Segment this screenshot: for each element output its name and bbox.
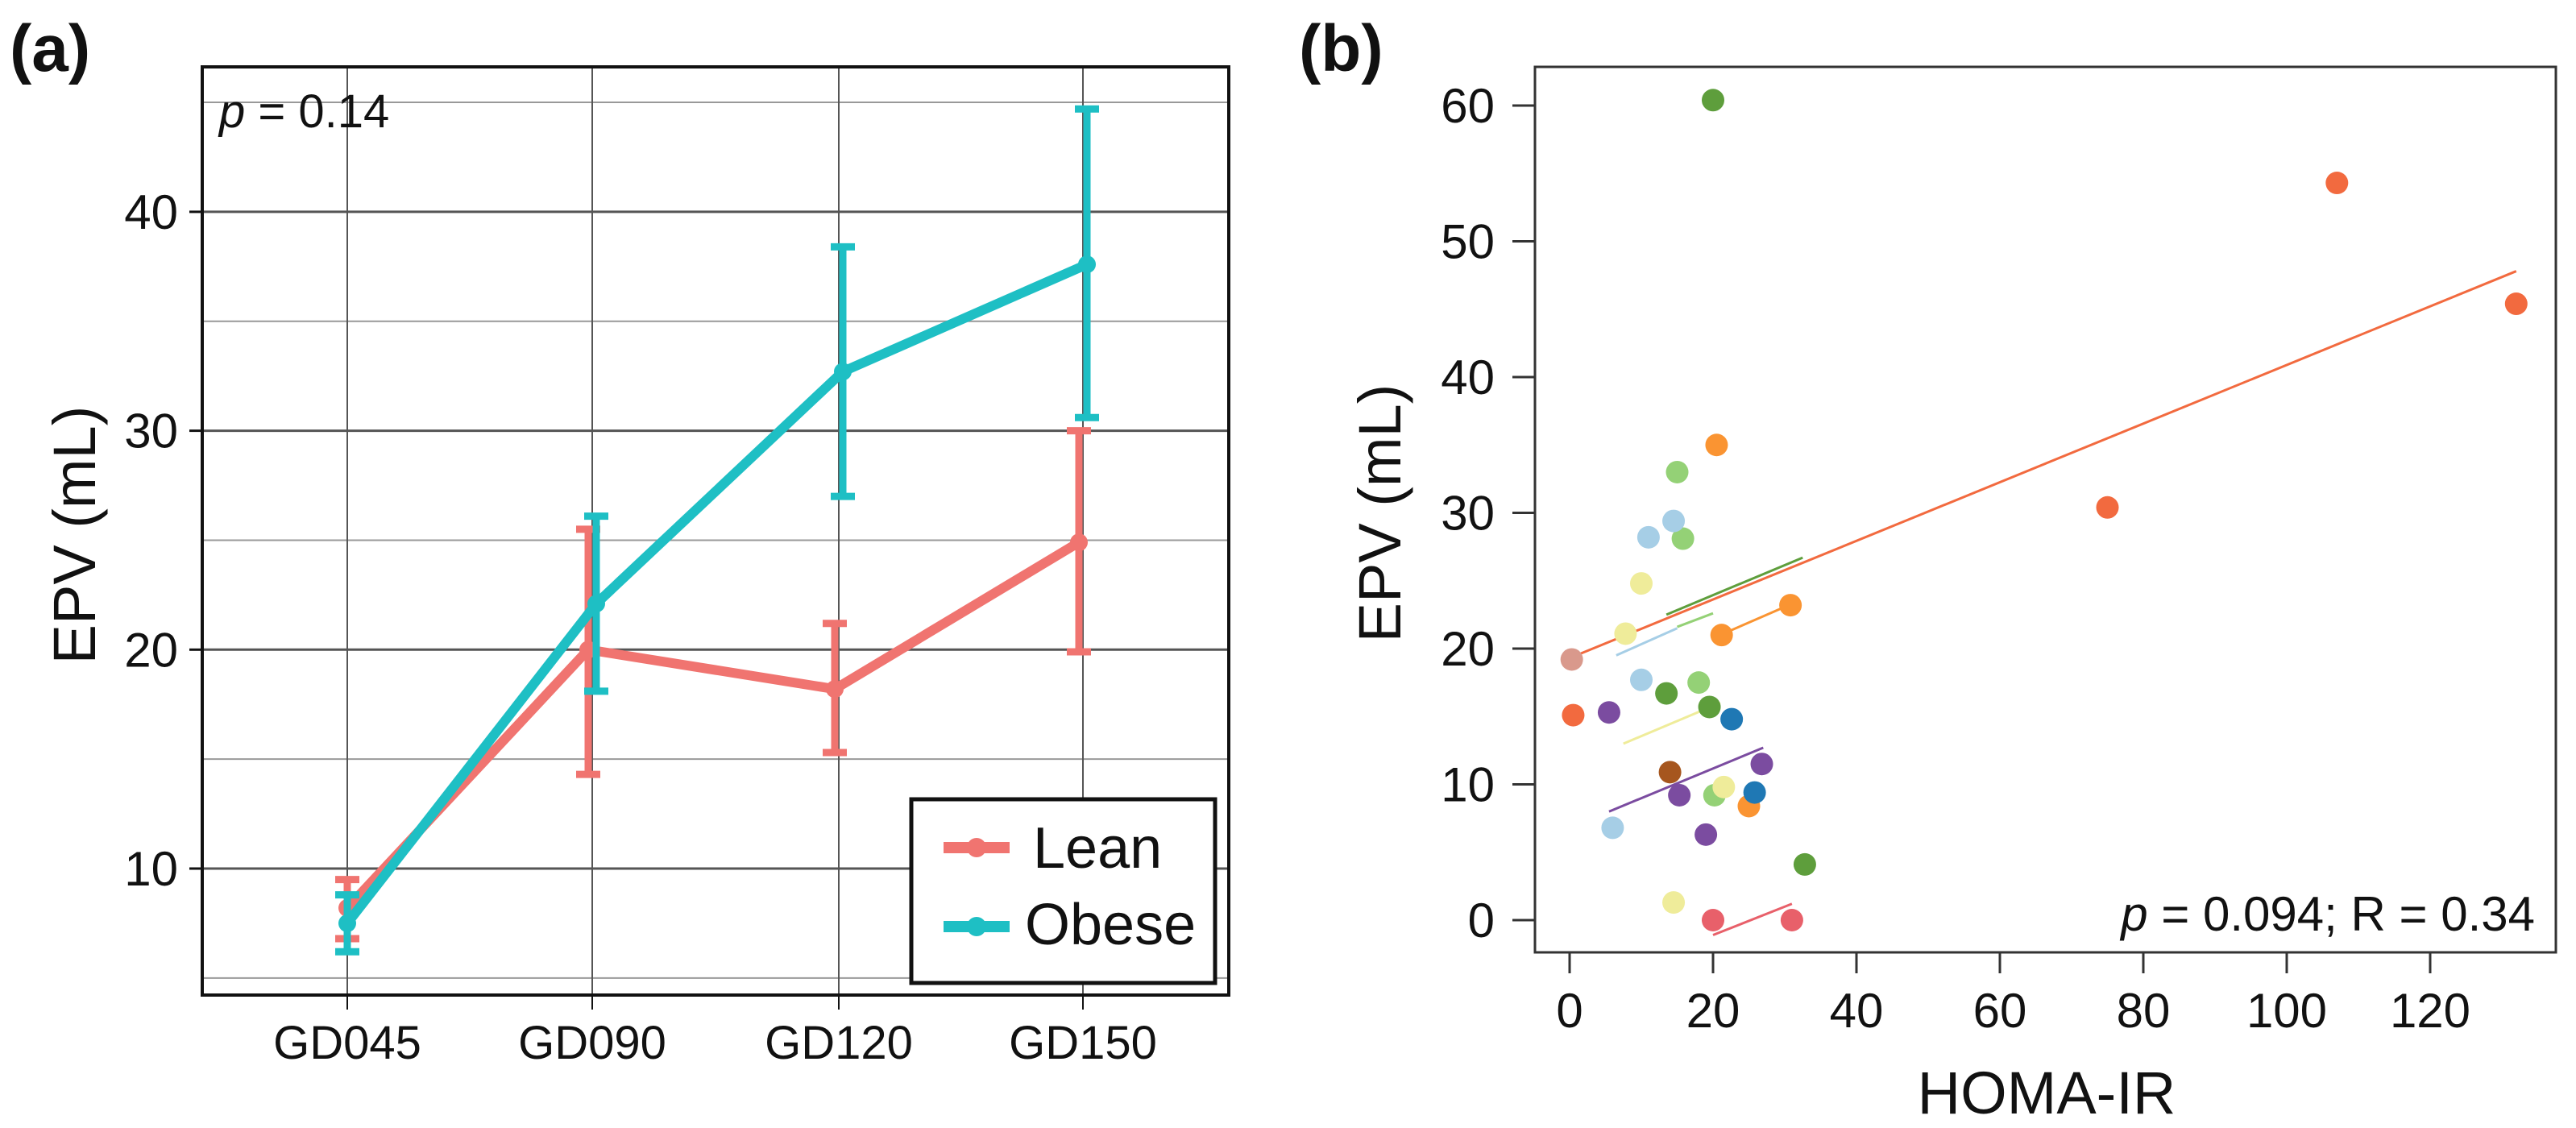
data-point	[1078, 255, 1096, 274]
group-fit-line	[1665, 556, 1803, 616]
scatter-point	[1562, 703, 1585, 727]
y-tick-label: 20	[1441, 622, 1495, 676]
scatter-point	[1614, 622, 1637, 645]
annotation-p: p	[2119, 887, 2147, 941]
scatter-point	[1560, 648, 1583, 671]
x-tick-label: 80	[2117, 984, 2171, 1038]
x-tick-label: 20	[1686, 984, 1740, 1038]
panel-a-marks	[335, 105, 1099, 956]
x-tick-label: 100	[2246, 984, 2327, 1038]
scatter-point	[1698, 695, 1721, 719]
panel-b-marks	[1560, 89, 2528, 936]
group-fit-line	[1608, 746, 1764, 813]
panel-a: (a) 10 20 30 40 GD045 GD090 GD120 GD150 p = 0.1…	[10, 12, 1230, 1069]
panel-a-annotation: p = 0.14	[218, 85, 389, 138]
scatter-point	[1702, 89, 1724, 112]
data-point	[1070, 533, 1088, 552]
scatter-point	[1630, 572, 1653, 595]
scatter-point	[1695, 823, 1718, 846]
legend-marker-obese	[967, 917, 986, 936]
annotation-value: = 0.094; R = 0.34	[2148, 887, 2535, 941]
x-tick-label: 40	[1830, 984, 1884, 1038]
y-tick-label: 20	[124, 623, 178, 677]
x-tick-label: 120	[2390, 984, 2470, 1038]
scatter-point	[1702, 909, 1724, 931]
group-fit-line	[1712, 902, 1793, 936]
scatter-point	[1658, 761, 1682, 784]
data-point	[587, 595, 605, 613]
scatter-point	[1662, 891, 1686, 914]
legend: Lean Obese	[909, 797, 1217, 985]
annotation-value: = 0.14	[245, 85, 389, 138]
panel-b-ticks: 0 20 40 60 80 100 120 0 10 20 30 40 50 60	[1441, 79, 2470, 1038]
scatter-point	[1779, 594, 1802, 617]
panel-a-ylabel: EPV (mL)	[41, 406, 108, 665]
scatter-point	[1743, 781, 1766, 804]
series-line-obese	[343, 259, 1089, 927]
panel-b-plot-frame	[1533, 65, 2557, 954]
y-tick-label: 50	[1441, 215, 1495, 269]
y-tick-label: 10	[124, 842, 178, 896]
panel-a-ticks: 10 20 30 40 GD045 GD090 GD120 GD150	[124, 185, 1157, 1069]
scatter-point	[1710, 624, 1733, 647]
data-point	[826, 680, 844, 699]
x-tick-label: GD090	[518, 1017, 666, 1069]
scatter-point	[1720, 707, 1744, 731]
annotation-p: p	[218, 85, 245, 138]
group-fit-line	[1616, 627, 1678, 657]
x-tick-label: GD045	[273, 1017, 421, 1069]
overall-fit-line	[1569, 270, 2517, 660]
panel-b-annotation: p = 0.094; R = 0.34	[2119, 887, 2535, 941]
panel-b: (b) 0 20 40 60 80 100 120 0 10 20 30 40 50 60 p = 0.0…	[1299, 12, 2557, 1126]
group-fit-line	[1676, 612, 1714, 628]
scatter-point	[1705, 433, 1728, 457]
scatter-point	[1750, 753, 1773, 776]
x-tick-label: GD150	[1009, 1017, 1157, 1069]
x-tick-label: GD120	[765, 1017, 913, 1069]
panel-b-label: (b)	[1299, 12, 1383, 85]
legend-marker-lean	[967, 838, 986, 857]
y-tick-label: 60	[1441, 79, 1495, 133]
x-tick-label: 0	[1556, 984, 1583, 1038]
data-point	[338, 914, 356, 932]
scatter-point	[1687, 671, 1711, 695]
y-tick-label: 30	[124, 404, 178, 458]
scatter-point	[1712, 775, 1736, 798]
panel-a-label: (a)	[10, 12, 90, 85]
panel-a-plot-frame	[201, 65, 1230, 997]
scatter-point	[1665, 460, 1689, 483]
scatter-point	[1780, 909, 1803, 931]
x-tick-label: 60	[1973, 984, 2027, 1038]
y-tick-label: 0	[1468, 894, 1495, 948]
panel-b-ylabel: EPV (mL)	[1346, 384, 1413, 643]
scatter-point	[1793, 852, 1816, 876]
legend-label-lean: Lean	[1033, 816, 1162, 881]
y-tick-label: 40	[1441, 350, 1495, 404]
data-point	[834, 363, 852, 381]
panel-b-xlabel: HOMA-IR	[1918, 1060, 2176, 1126]
legend-label-obese: Obese	[1025, 893, 1196, 957]
legend-frame	[909, 797, 1217, 985]
scatter-point	[1630, 668, 1653, 691]
y-tick-label: 40	[124, 185, 178, 239]
series-line-lean	[343, 538, 1082, 911]
scatter-point	[1636, 525, 1660, 549]
y-tick-label: 30	[1441, 487, 1495, 541]
scatter-point	[1662, 509, 1686, 533]
scatter-point	[2504, 292, 2528, 316]
scatter-point	[1655, 682, 1678, 705]
scatter-point	[1668, 783, 1691, 807]
scatter-point	[1671, 527, 1695, 550]
scatter-point	[2096, 496, 2119, 519]
scatter-point	[2325, 172, 2349, 195]
y-tick-label: 10	[1441, 758, 1495, 812]
scatter-point	[1597, 701, 1620, 724]
scatter-point	[1601, 816, 1624, 840]
